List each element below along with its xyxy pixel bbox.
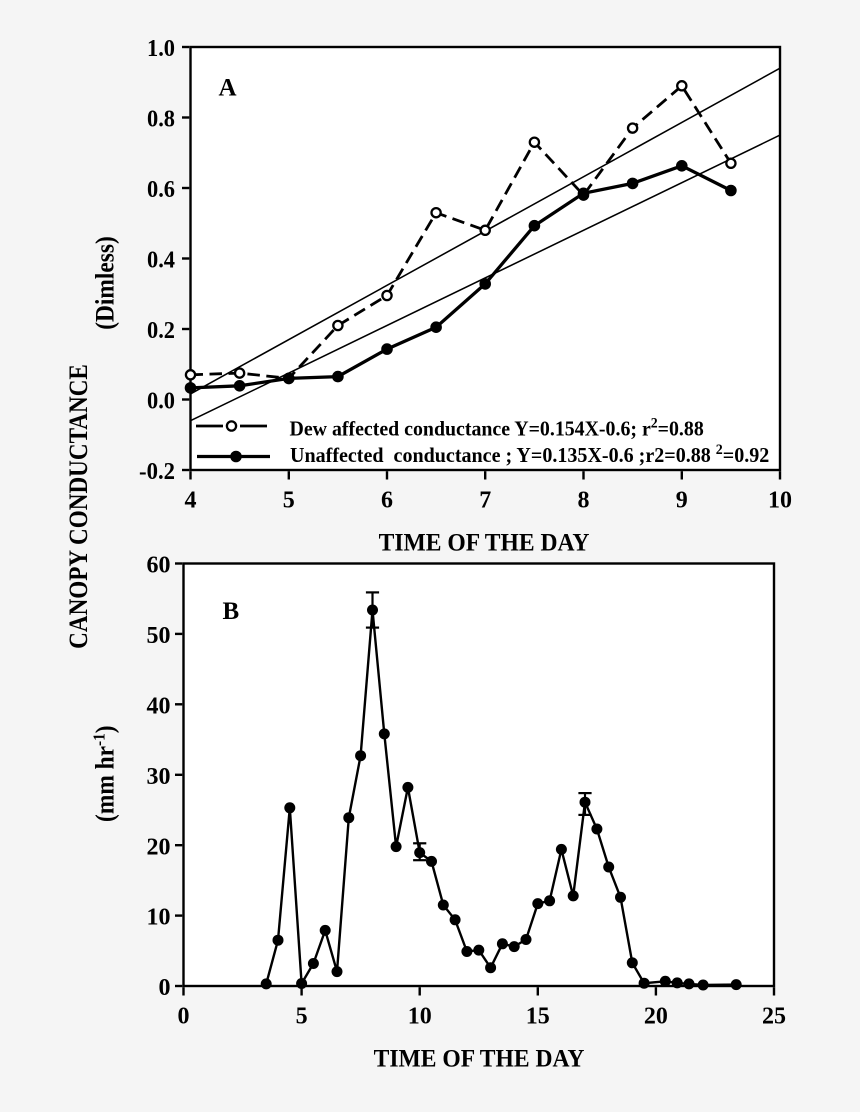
svg-text:10: 10 xyxy=(768,488,792,514)
svg-text:CANOPY CONDUCTANCE: CANOPY CONDUCTANCE xyxy=(65,364,94,649)
svg-text:0.6: 0.6 xyxy=(147,177,175,203)
svg-text:0: 0 xyxy=(178,1004,190,1030)
svg-text:8: 8 xyxy=(578,488,590,514)
svg-text:9: 9 xyxy=(676,488,688,514)
svg-text:0.8: 0.8 xyxy=(147,107,175,133)
svg-text:0.0: 0.0 xyxy=(147,389,175,415)
svg-text:0: 0 xyxy=(159,975,171,1001)
svg-text:40: 40 xyxy=(147,693,171,719)
svg-text:TIME OF THE DAY: TIME OF THE DAY xyxy=(374,1045,585,1073)
svg-text:(Dimless): (Dimless) xyxy=(91,236,119,330)
svg-text:7: 7 xyxy=(479,488,491,514)
svg-text:6: 6 xyxy=(381,488,393,514)
svg-text:TIME OF THE DAY: TIME OF THE DAY xyxy=(379,529,590,557)
svg-text:A: A xyxy=(219,75,237,102)
svg-text:5: 5 xyxy=(296,1004,308,1030)
svg-text:5: 5 xyxy=(283,488,295,514)
svg-text:0.4: 0.4 xyxy=(147,248,175,274)
svg-text:60: 60 xyxy=(147,553,171,579)
svg-text:0.2: 0.2 xyxy=(147,318,175,344)
svg-text:30: 30 xyxy=(147,764,171,790)
svg-text:20: 20 xyxy=(644,1004,668,1030)
svg-text:20: 20 xyxy=(147,834,171,860)
svg-text:Dew affected conductance Y=0.1: Dew affected conductance Y=0.154X-0.6; r… xyxy=(290,415,704,441)
svg-text:15: 15 xyxy=(526,1004,550,1030)
svg-text:B: B xyxy=(223,598,240,625)
svg-text:10: 10 xyxy=(408,1004,432,1030)
svg-text:50: 50 xyxy=(147,623,171,649)
svg-text:25: 25 xyxy=(762,1004,786,1030)
svg-text:-0.2: -0.2 xyxy=(139,459,175,485)
svg-text:Unaffected conductance ; Y=0.: Unaffected conductance ; Y=0.135X-0.6 ;r… xyxy=(290,442,769,468)
svg-text:1.0: 1.0 xyxy=(147,36,175,62)
svg-text:10: 10 xyxy=(147,905,171,931)
svg-text:4: 4 xyxy=(185,488,197,514)
